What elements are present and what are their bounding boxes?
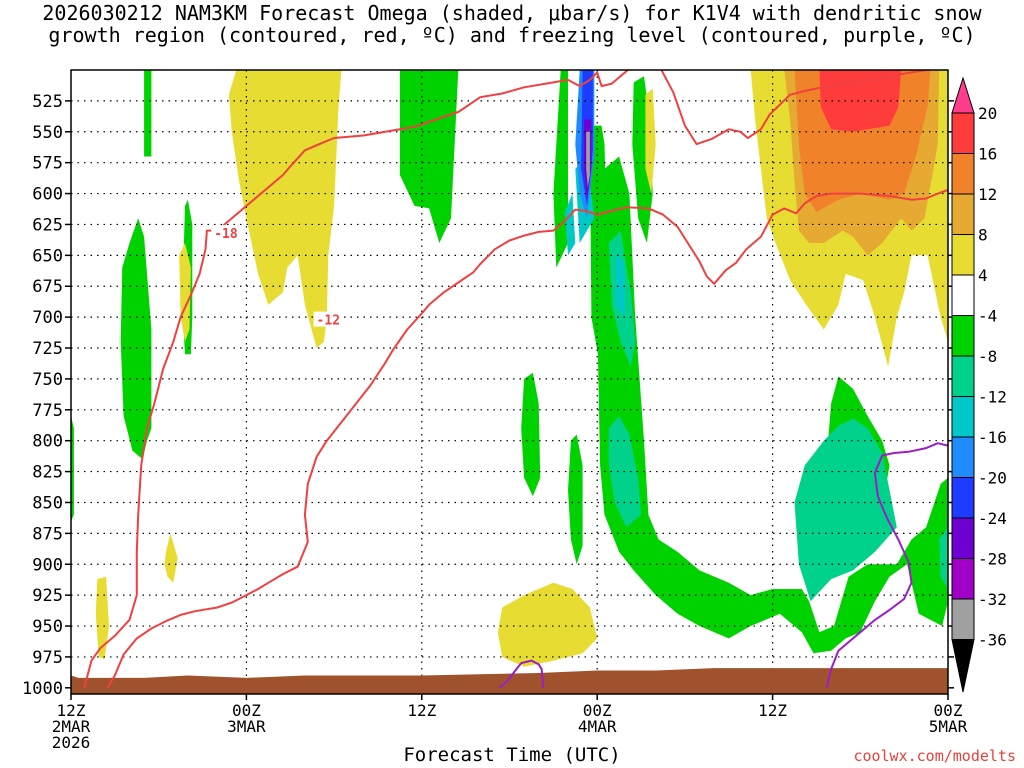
colorbar-label: -32	[978, 590, 1007, 609]
colorbar-label: 16	[978, 145, 997, 164]
y-tick-label: 600	[32, 185, 63, 205]
omega-shaded-region	[568, 434, 583, 565]
contour-line	[83, 70, 935, 689]
omega-shaded-region	[164, 533, 178, 583]
omega-shaded-region	[144, 70, 152, 157]
colorbar-label: -8	[978, 347, 997, 366]
contour-line	[498, 659, 545, 689]
contour-label-background	[313, 311, 344, 327]
omega-shaded-region	[794, 418, 897, 602]
omega-shaded-region	[399, 70, 459, 243]
y-tick-label: 675	[32, 277, 63, 297]
colorbar-label: -12	[978, 388, 1007, 407]
y-tick-label: 525	[32, 92, 63, 112]
colorbar-bin	[951, 396, 975, 438]
colorbar-bin	[951, 274, 975, 316]
colorbar-label: -4	[978, 307, 997, 326]
plot-frame	[70, 69, 949, 695]
omega-shaded-region	[95, 576, 109, 660]
colorbar-bin	[951, 315, 975, 357]
colorbar-bin	[951, 234, 975, 276]
grid-layer	[71, 70, 948, 694]
omega-shaded-region	[589, 156, 948, 654]
colorbar-label: -24	[978, 509, 1007, 528]
y-tick-label: 625	[32, 215, 63, 235]
colorbar-bin	[951, 193, 975, 235]
frame-layer	[70, 69, 949, 695]
colorbar-bottom-arrow	[951, 639, 975, 693]
y-tick-label: 950	[32, 617, 63, 637]
credit-text: coolwx.com/modelts	[853, 747, 1016, 765]
colorbar-label: 20	[978, 104, 997, 123]
contour-line	[825, 442, 948, 689]
x-tick-label: 12Z	[758, 701, 787, 720]
x-tick-label: 4MAR	[578, 717, 617, 736]
y-tick-label: 750	[32, 370, 63, 390]
omega-shaded-region	[553, 70, 568, 268]
terrain-layer	[71, 668, 948, 694]
y-tick-label: 650	[32, 246, 63, 266]
y-tick-label: 975	[32, 648, 63, 668]
colorbar-bin	[951, 558, 975, 600]
y-tick-label: 775	[32, 401, 63, 421]
omega-shaded-region	[497, 582, 598, 667]
colorbar-bin	[951, 355, 975, 397]
contour-label-background	[211, 225, 242, 241]
x-tick-label: 3MAR	[227, 717, 266, 736]
colorbar-bin	[951, 517, 975, 559]
colorbar-bin	[951, 112, 975, 154]
x-tick-label: 00Z	[232, 701, 261, 720]
terrain-ground	[71, 668, 948, 694]
y-tick-label: 575	[32, 154, 63, 174]
colorbar-bin	[951, 153, 975, 195]
contour-layer: -18 -12	[83, 70, 948, 689]
y-tick-label: 800	[32, 432, 63, 452]
chart-title-line-2: growth region (contoured, red, ºC) and f…	[48, 23, 976, 47]
colorbar-label: -16	[978, 428, 1007, 447]
omega-shaded-region	[565, 193, 576, 256]
x-tick-label: 5MAR	[929, 717, 968, 736]
omega-shaded-region	[228, 70, 342, 348]
x-tick-label: 00Z	[583, 701, 612, 720]
y-tick-label: 725	[32, 339, 63, 359]
colorbar-bin	[951, 477, 975, 519]
x-tick-label: 00Z	[934, 701, 963, 720]
y-tick-label: 875	[32, 524, 63, 544]
contour-label: -12	[317, 314, 340, 329]
chart-title-line-1: 2026030212 NAM3KM Forecast Omega (shaded…	[42, 1, 982, 25]
omega-shaded-region	[586, 131, 590, 188]
colorbar-label: 12	[978, 185, 997, 204]
colorbar-label: 4	[978, 266, 988, 285]
y-tick-label: 825	[32, 463, 63, 483]
contour-label: -18	[214, 227, 238, 242]
colorbar: 20 16 12 8 4 -4 -8 -12 -16 -20 -24 -28 -32 -36	[951, 76, 1007, 693]
contour-line	[106, 188, 948, 689]
colorbar-label: -28	[978, 550, 1007, 569]
axis-layer: 525 550 575 600 625 650 675 700 725 750 775 800 825 8…	[22, 92, 968, 752]
omega-shaded-region	[939, 527, 948, 589]
y-tick-label: 850	[32, 493, 63, 513]
colorbar-bin	[951, 598, 975, 640]
omega-shaded-region	[120, 218, 152, 460]
colorbar-label: -36	[978, 631, 1007, 650]
y-tick-label: 550	[32, 123, 63, 143]
colorbar-top-arrow	[951, 76, 975, 114]
y-tick-label: 925	[32, 586, 63, 606]
x-tick-label: 12Z	[57, 701, 86, 720]
y-tick-label: 1000	[22, 679, 63, 699]
colorbar-label: 8	[978, 226, 988, 245]
x-tick-label: 12Z	[407, 701, 436, 720]
y-tick-label: 700	[32, 308, 63, 328]
colorbar-bin	[951, 436, 975, 478]
y-tick-label: 900	[32, 555, 63, 575]
x-tick-label: 2MAR	[52, 717, 91, 736]
omega-shaded-region	[521, 372, 541, 497]
x-axis-label: Forecast Time (UTC)	[403, 744, 621, 766]
omega-shaded-region	[616, 255, 625, 318]
colorbar-label: -20	[978, 469, 1007, 488]
x-tick-label: 2026	[52, 733, 91, 752]
omega-shaded-region	[645, 88, 656, 194]
shaded-omega-layer	[71, 70, 948, 667]
